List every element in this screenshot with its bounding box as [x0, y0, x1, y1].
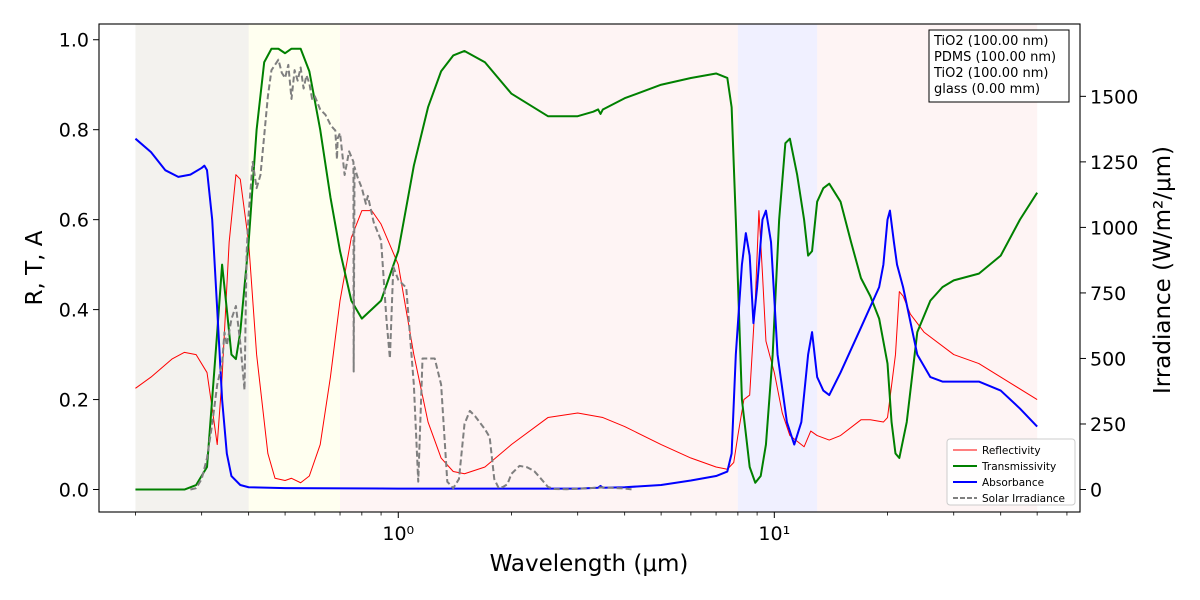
y-right-tick-label: 1250: [1090, 152, 1138, 174]
legend: Reflectivity Transmissivity Absorbance Sola…: [946, 438, 1076, 506]
y-right-tick-label: 1500: [1090, 86, 1138, 108]
info-line-3: TiO2 (100.00 nm): [933, 66, 1048, 81]
y-right-tick-label: 500: [1090, 348, 1126, 370]
band-1: [248, 24, 341, 512]
legend-entry-label: Reflectivity: [982, 445, 1041, 457]
band-0: [135, 24, 249, 512]
x-axis-ticks: 10⁰ 10¹: [135, 512, 1068, 545]
left-y-axis-label: R, T, A: [22, 230, 48, 305]
plot-frame: [98, 23, 1081, 513]
y-left-tick-label: 0.6: [59, 210, 89, 232]
x-tick-label: 10¹: [758, 523, 790, 545]
layer-info-box: TiO2 (100.00 nm) PDMS (100.00 nm) TiO2 (…: [928, 29, 1070, 103]
band-2: [340, 24, 738, 512]
series-absorbance: [134, 137, 1038, 490]
y-left-tick-label: 1.0: [59, 30, 89, 52]
series-solar-irradiance: [190, 58, 633, 491]
band-4: [817, 24, 1038, 512]
series-transmissivity: [135, 47, 1038, 491]
legend-frame: [946, 438, 1076, 506]
y-left-tick-label: 0.0: [59, 480, 89, 502]
wavelength-bands: [135, 24, 1038, 512]
info-line-4: glass (0.00 mm): [934, 82, 1040, 97]
y-left-tick-label: 0.8: [59, 120, 89, 142]
x-axis-label: Wavelength (μm): [490, 551, 689, 577]
y-left-tick-label: 0.2: [59, 390, 89, 412]
info-line-2: PDMS (100.00 nm): [934, 50, 1056, 65]
legend-entry-label: Solar Irradiance: [982, 493, 1065, 505]
left-y-axis-ticks: 0.0 0.2 0.4 0.6 0.8 1.0: [59, 30, 99, 502]
legend-entry-label: Transmissivity: [981, 461, 1056, 473]
y-right-tick-label: 0: [1090, 480, 1102, 502]
y-right-tick-label: 250: [1090, 414, 1126, 436]
right-y-axis-ticks: 0 250 500 750 1000 1250 1500: [1080, 86, 1138, 502]
y-right-tick-label: 750: [1090, 283, 1126, 305]
y-right-tick-label: 1000: [1090, 217, 1138, 239]
series-lines: [134, 47, 1038, 491]
legend-entry-label: Absorbance: [982, 477, 1044, 489]
info-line-1: TiO2 (100.00 nm): [933, 34, 1048, 49]
y-left-tick-label: 0.4: [59, 300, 89, 322]
right-y-axis-label: Irradiance (W/m²/μm): [1150, 146, 1176, 394]
info-box-frame: [928, 29, 1070, 103]
x-tick-label: 10⁰: [382, 523, 414, 545]
